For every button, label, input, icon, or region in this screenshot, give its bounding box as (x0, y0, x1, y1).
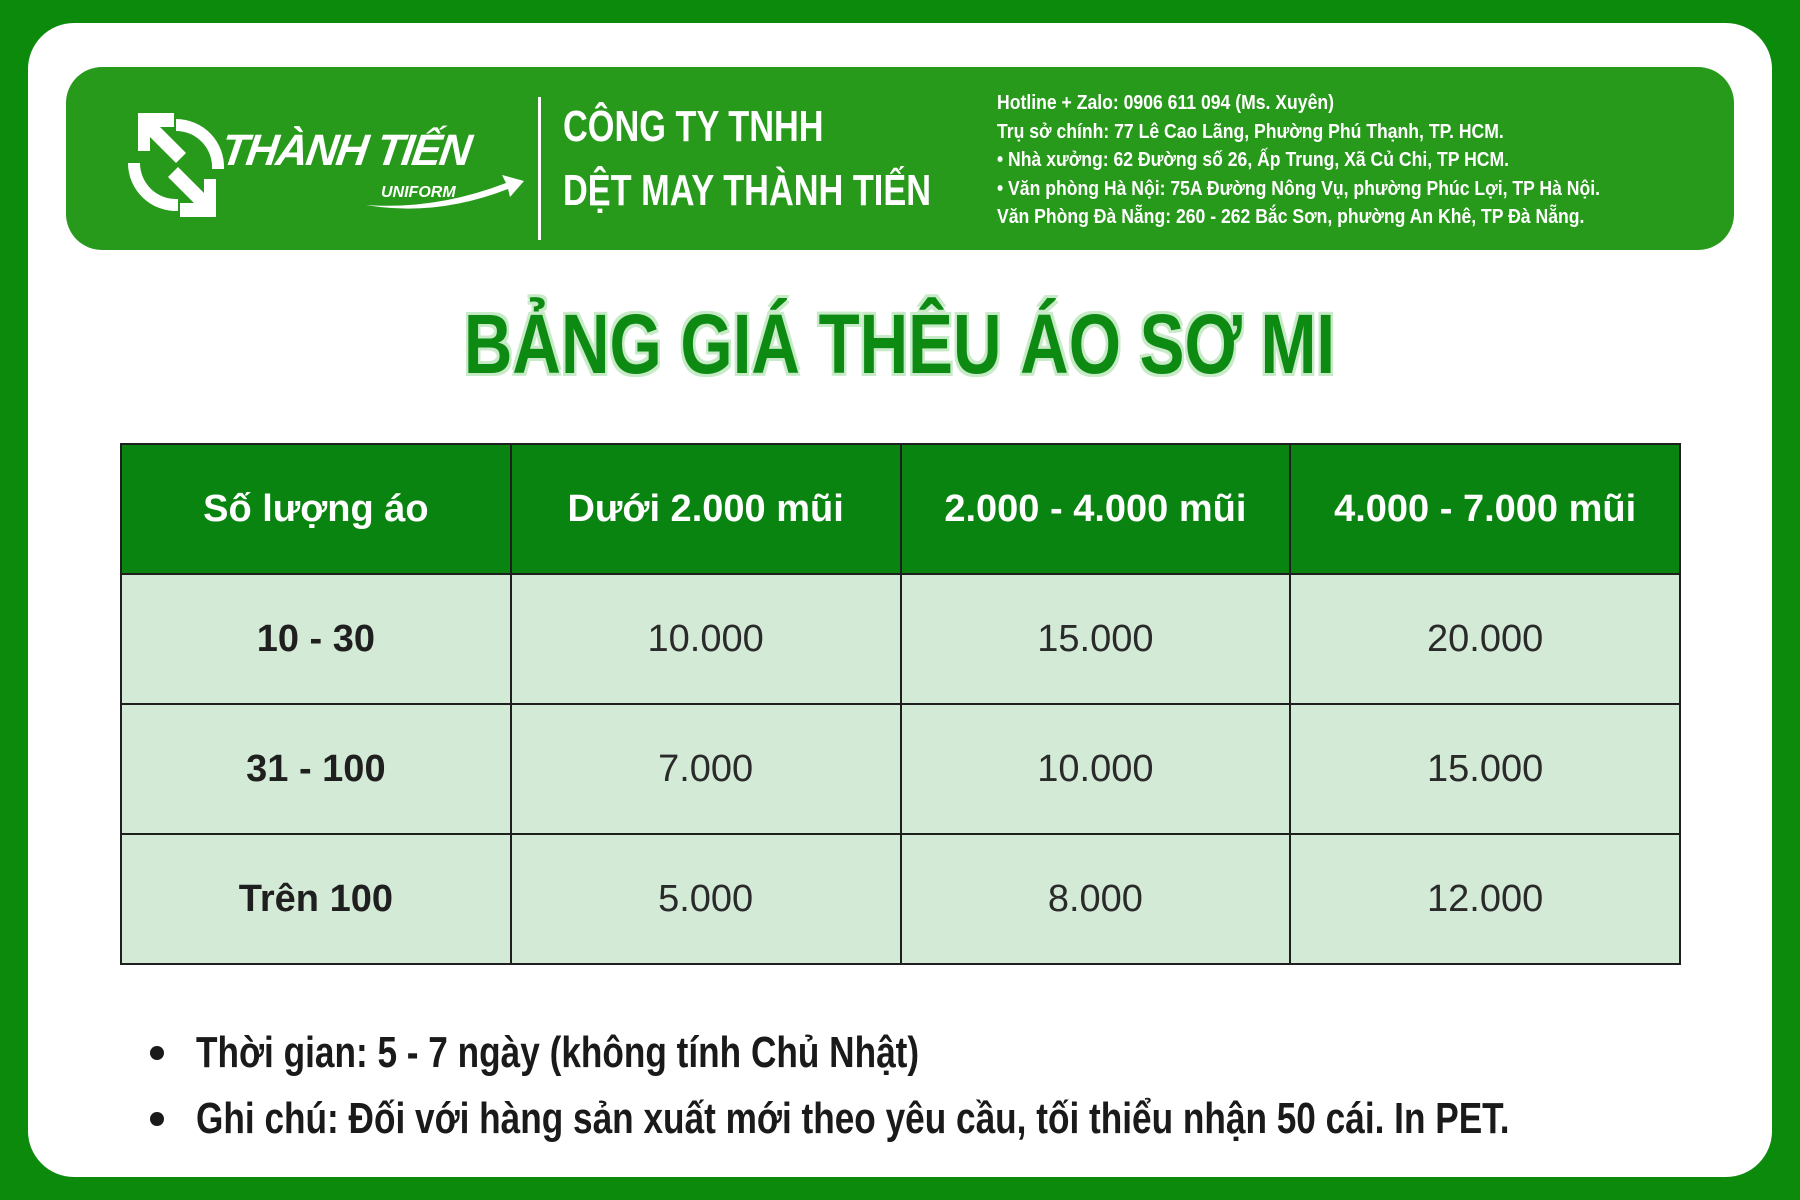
note-item: Ghi chú: Đối với hàng sản xuất mới theo … (150, 1086, 1800, 1152)
table-header-row: Số lượng áo Dưới 2.000 mũi 2.000 - 4.000… (120, 443, 1681, 575)
company-name-line1: CÔNG TY TNHH (563, 102, 824, 151)
header-4000-7000: 4.000 - 7.000 mũi (1289, 443, 1681, 575)
page-title: BẢNG GIÁ THÊU ÁO SƠ MI (0, 296, 1800, 393)
danang-office-address: Văn Phòng Đà Nẵng: 260 - 262 Bắc Sơn, ph… (997, 206, 1585, 228)
note-text: Ghi chú: Đối với hàng sản xuất mới theo … (196, 1094, 1510, 1143)
price-cell: 15.000 (899, 573, 1292, 705)
header-under-2000: Dưới 2.000 mũi (509, 443, 902, 575)
logo-text: THÀNH TIẾN (218, 125, 476, 175)
price-table: Số lượng áo Dưới 2.000 mũi 2.000 - 4.000… (120, 443, 1681, 965)
head-office-address: Trụ sở chính: 77 Lê Cao Lãng, Phường Phú… (997, 120, 1504, 143)
header-quantity: Số lượng áo (120, 443, 512, 575)
page-title-text: BẢNG GIÁ THÊU ÁO SƠ MI (464, 297, 1336, 391)
thanh-tien-logo: THÀNH TIẾN UNIFORM (127, 113, 524, 217)
company-name: CÔNG TY TNHH DỆT MAY THÀNH TIẾN (563, 95, 931, 223)
factory-address: • Nhà xưởng: 62 Đường số 26, Ấp Trung, X… (997, 149, 1510, 171)
price-cell: 15.000 (1289, 703, 1681, 835)
price-cell: 8.000 (899, 833, 1292, 965)
hanoi-office-address: • Văn phòng Hà Nội: 75A Đường Nông Vụ, p… (997, 177, 1601, 200)
quantity-cell: 10 - 30 (120, 573, 512, 705)
bullet-icon (150, 1046, 164, 1060)
price-cell: 10.000 (509, 573, 902, 705)
header-2000-4000: 2.000 - 4.000 mũi (899, 443, 1292, 575)
contact-info: Hotline + Zalo: 0906 611 094 (Ms. Xuyên)… (997, 89, 1600, 232)
company-name-line2: DỆT MAY THÀNH TIẾN (563, 166, 932, 215)
bullet-icon (150, 1112, 164, 1126)
company-header: THÀNH TIẾN UNIFORM CÔNG TY TNHH DỆT MAY … (66, 67, 1734, 250)
note-item: Thời gian: 5 - 7 ngày (không tính Chủ Nh… (150, 1020, 1800, 1086)
quantity-cell: Trên 100 (120, 833, 512, 965)
price-cell: 20.000 (1289, 573, 1681, 705)
notes-list: Thời gian: 5 - 7 ngày (không tính Chủ Nh… (150, 1020, 1800, 1152)
table-row: 31 - 100 7.000 10.000 15.000 (120, 703, 1681, 835)
price-cell: 7.000 (509, 703, 902, 835)
price-cell: 5.000 (509, 833, 902, 965)
quantity-cell: 31 - 100 (120, 703, 512, 835)
table-row: Trên 100 5.000 8.000 12.000 (120, 833, 1681, 965)
price-cell: 12.000 (1289, 833, 1681, 965)
note-text: Thời gian: 5 - 7 ngày (không tính Chủ Nh… (196, 1028, 920, 1077)
logo-subtext: UNIFORM (381, 184, 456, 201)
header-divider (538, 97, 541, 240)
table-row: 10 - 30 10.000 15.000 20.000 (120, 573, 1681, 705)
hotline: Hotline + Zalo: 0906 611 094 (Ms. Xuyên) (997, 92, 1334, 114)
price-cell: 10.000 (899, 703, 1292, 835)
